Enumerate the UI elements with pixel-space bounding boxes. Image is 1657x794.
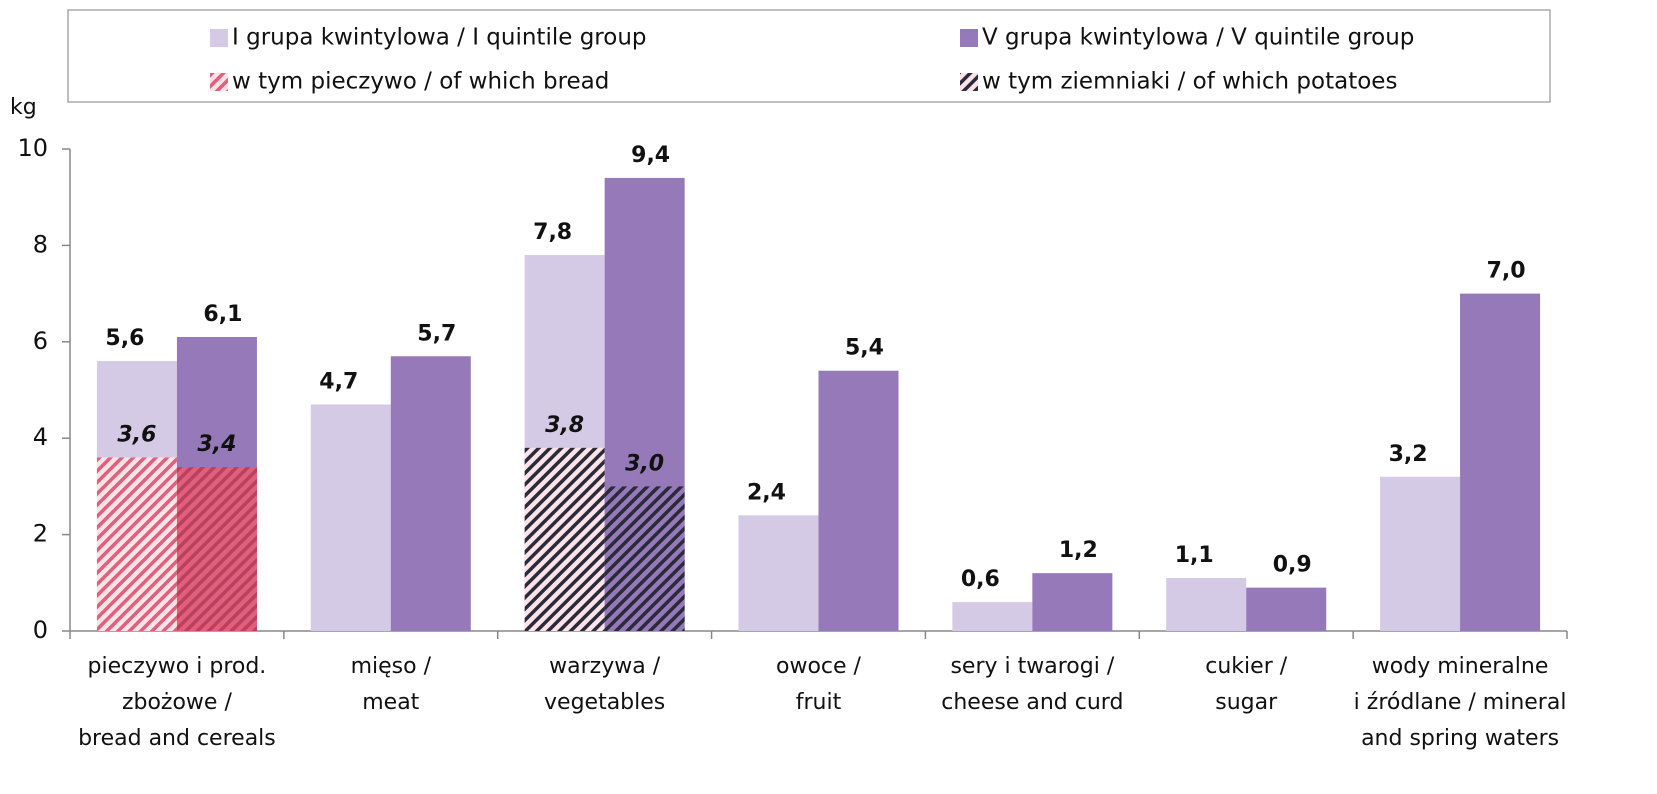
value-label: 5,7: [417, 321, 456, 346]
bar: [952, 602, 1033, 631]
y-tick-label: 6: [33, 327, 48, 355]
value-label: 0,9: [1273, 553, 1312, 578]
value-label: 1,1: [1175, 543, 1214, 568]
x-tick-label: sugar: [1215, 690, 1278, 715]
value-label: 5,4: [845, 336, 884, 361]
overlay-bar: [176, 467, 257, 631]
bar: [310, 404, 391, 631]
value-label: 7,0: [1487, 259, 1526, 284]
bar: [1460, 293, 1541, 631]
y-tick-label: 0: [33, 616, 48, 644]
value-label: 7,8: [533, 220, 572, 245]
legend-box: [67, 9, 1551, 103]
x-tick-label: pieczywo i prod.: [88, 654, 267, 679]
value-label: 3,2: [1389, 442, 1428, 467]
bar: [1246, 587, 1327, 631]
y-axis-label: kg: [10, 95, 37, 120]
bar: [1380, 476, 1461, 631]
x-tick-label: cukier /: [1205, 654, 1287, 679]
legend-swatch: [210, 73, 228, 91]
legend-label: V grupa kwintylowa / V quintile group: [982, 25, 1414, 51]
bar: [390, 356, 471, 631]
legend-swatch: [960, 29, 978, 47]
bar: [1032, 573, 1113, 631]
x-tick-label: owoce /: [776, 654, 862, 679]
value-label: 5,6: [105, 326, 144, 351]
x-tick-label: and spring waters: [1361, 726, 1559, 751]
x-tick-label: bread and cereals: [78, 726, 276, 751]
y-tick-label: 10: [17, 134, 48, 162]
overlay-label: 3,6: [117, 422, 156, 447]
overlay-label: 3,8: [545, 413, 584, 438]
legend-label: w tym pieczywo / of which bread: [232, 69, 609, 95]
value-label: 0,6: [961, 567, 1000, 592]
x-tick-label: wody mineralne: [1372, 654, 1549, 679]
value-label: 2,4: [747, 480, 786, 505]
legend-label: I grupa kwintylowa / I quintile group: [232, 25, 647, 51]
value-label: 1,2: [1059, 538, 1098, 563]
x-tick-label: sery i twarogi /: [950, 654, 1114, 679]
bar: [818, 370, 899, 631]
legend-swatch: [960, 73, 978, 91]
overlay-bar: [96, 457, 177, 631]
value-label: 6,1: [203, 302, 242, 327]
x-tick-label: fruit: [796, 690, 842, 715]
x-tick-label: i źródlane / mineral: [1354, 690, 1567, 715]
y-tick-label: 4: [33, 423, 48, 451]
y-tick-label: 8: [33, 230, 48, 258]
x-tick-label: mięso /: [351, 654, 432, 679]
value-label: 4,7: [319, 369, 358, 394]
overlay-label: 3,0: [625, 451, 664, 476]
x-tick-label: cheese and curd: [941, 690, 1123, 715]
legend-label: w tym ziemniaki / of which potatoes: [982, 69, 1397, 95]
value-label: 9,4: [631, 143, 670, 168]
bar: [738, 515, 819, 631]
x-tick-label: vegetables: [544, 690, 665, 715]
overlay-bar: [604, 486, 685, 631]
y-tick-label: 2: [33, 520, 48, 548]
bar: [1166, 577, 1247, 631]
x-tick-label: zbożowe /: [122, 690, 233, 715]
x-tick-label: meat: [362, 690, 419, 715]
x-tick-label: warzywa /: [549, 654, 661, 679]
overlay-label: 3,4: [197, 432, 236, 457]
legend-swatch: [210, 29, 228, 47]
overlay-bar: [524, 447, 605, 631]
